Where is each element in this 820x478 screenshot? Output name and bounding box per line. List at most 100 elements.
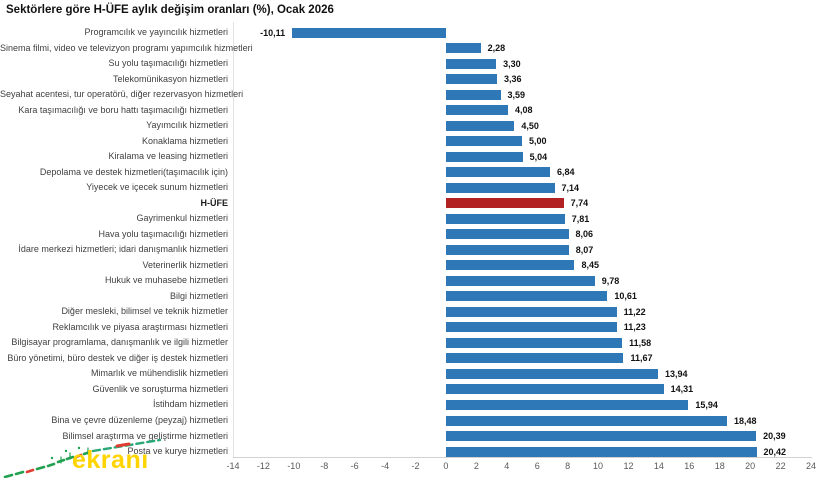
bar-value-label: 7,74: [570, 198, 589, 209]
bar: [445, 105, 508, 116]
bar: [445, 399, 689, 410]
category-label: İstihdam hizmetleri: [152, 399, 228, 410]
category-label: Seyahat acentesi, tur operatörü, diğer r…: [0, 89, 244, 100]
bar: [445, 368, 658, 379]
bar: [445, 120, 515, 131]
x-tick-label: -12: [256, 461, 270, 471]
category-label: Reklamcılık ve piyasa araştırması hizmet…: [52, 321, 228, 332]
bar-value-label: 3,30: [503, 58, 521, 69]
bar-highlight: [445, 198, 564, 209]
bar-value-label: 20,42: [763, 446, 787, 457]
category-label: Sinema filmi, video ve televizyon progra…: [0, 42, 253, 53]
category-label: Bilgisayar programlama, danışmanlık ve i…: [11, 337, 228, 348]
category-label: Hukuk ve muhasebe hizmetleri: [104, 275, 228, 286]
x-tick-label: 14: [653, 461, 664, 471]
bar-value-label: 14,31: [670, 384, 694, 395]
x-tick-label: 6: [534, 461, 540, 471]
x-tick-label: 0: [443, 461, 449, 471]
x-tick-label: -2: [411, 461, 420, 471]
bar: [445, 74, 498, 85]
bar: [445, 244, 569, 255]
bar: [292, 27, 446, 38]
category-label: Konaklama hizmetleri: [141, 135, 228, 146]
x-tick-label: -10: [287, 461, 301, 471]
bar-value-label: 11,67: [630, 353, 653, 364]
category-label: Bilgi hizmetleri: [169, 290, 228, 301]
x-tick-label: 20: [745, 461, 756, 471]
bar-value-label: 7,81: [571, 213, 590, 224]
bar-value-label: 5,00: [529, 136, 547, 147]
bar-value-label: 13,94: [664, 368, 688, 379]
category-label: Mimarlık ve mühendislik hizmetleri: [90, 368, 228, 379]
category-label: İdare merkezi hizmetleri; idari danışman…: [18, 244, 228, 255]
bar-value-label: 3,59: [507, 89, 526, 100]
bar: [445, 431, 757, 442]
category-label: Telekomünikasyon hizmetleri: [112, 73, 228, 84]
x-tick-label: -14: [226, 461, 240, 471]
bar-value-label: 6,84: [556, 167, 575, 178]
x-tick-label: 18: [714, 461, 725, 471]
category-label: Yiyecek ve içecek sunum hizmetleri: [86, 182, 228, 193]
bar-value-label: 5,04: [529, 151, 548, 162]
bar: [445, 275, 595, 286]
bar: [445, 353, 624, 364]
category-label: Bina ve çevre düzenleme (peyzaj) hizmetl…: [51, 415, 228, 425]
bar: [445, 337, 623, 348]
category-label: Diğer mesleki, bilimsel ve teknik hizmet…: [61, 306, 228, 317]
x-tick-label: 16: [684, 461, 695, 471]
category-label: Programcılık ve yayıncılık hizmetleri: [84, 27, 228, 37]
bar-value-label: 9,78: [601, 275, 620, 286]
x-tick-label: 22: [775, 461, 786, 471]
x-tick-label: 12: [623, 461, 634, 471]
bar-value-label: 20,39: [763, 431, 786, 442]
bar-value-label: 7,14: [561, 182, 580, 193]
category-label: Veterinerlik hizmetleri: [142, 259, 228, 270]
bar-value-label: 15,94: [695, 399, 718, 410]
x-tick-label: 24: [805, 461, 816, 471]
category-label: Büro yönetimi, büro destek ve diğer iş d…: [7, 352, 228, 363]
bar: [445, 151, 523, 162]
category-label: Kiralama ve leasing hizmetleri: [108, 151, 228, 162]
bar: [445, 446, 757, 457]
bar: [445, 260, 575, 271]
bar-value-label: 4,08: [515, 105, 533, 116]
plot-left-border: [233, 22, 234, 458]
bar-value-label: 11,22: [623, 306, 646, 317]
bar-value-label: 8,07: [575, 244, 594, 255]
bar: [445, 136, 522, 147]
category-label: Gayrimenkul hizmetleri: [136, 213, 228, 224]
bar-value-label: 4,50: [521, 120, 539, 131]
watermark-trend-icon: [3, 438, 162, 478]
bar: [445, 43, 481, 54]
bar: [445, 182, 555, 193]
bar-value-label: 18,48: [734, 415, 757, 426]
category-label: Su yolu taşımacılığı hizmetleri: [108, 58, 228, 69]
bar: [445, 415, 728, 426]
bar: [445, 213, 565, 224]
bar: [445, 167, 550, 178]
bar: [445, 322, 617, 333]
bar: [445, 306, 617, 317]
bar: [445, 58, 497, 69]
x-tick-label: 10: [593, 461, 604, 471]
category-label: H-ÜFE: [200, 197, 229, 208]
bar-value-label: 3,36: [504, 74, 522, 85]
chart-title: Sektörlere göre H-ÜFE aylık değişim oran…: [6, 4, 334, 16]
category-label: Güvenlik ve soruşturma hizmetleri: [92, 383, 228, 394]
bar: [445, 291, 608, 302]
bar-value-label: 11,23: [623, 322, 646, 333]
x-tick-label: -6: [350, 461, 359, 471]
x-tick-label: 2: [473, 461, 479, 471]
bar-value-label: 10,61: [614, 291, 637, 302]
category-label: Depolama ve destek hizmetleri(taşımacılı…: [39, 166, 228, 177]
bar-value-label: 8,45: [581, 260, 599, 271]
category-label: Kara taşımacılığı ve boru hattı taşımacı…: [18, 104, 228, 115]
x-tick-label: 8: [565, 461, 571, 471]
bar: [445, 89, 501, 100]
category-label: Hava yolu taşımacılığı hizmetleri: [98, 228, 228, 239]
bar: [445, 229, 569, 240]
bar: [445, 384, 664, 395]
x-tick-label: -4: [381, 461, 390, 471]
bar-value-label: 11,58: [629, 337, 652, 348]
